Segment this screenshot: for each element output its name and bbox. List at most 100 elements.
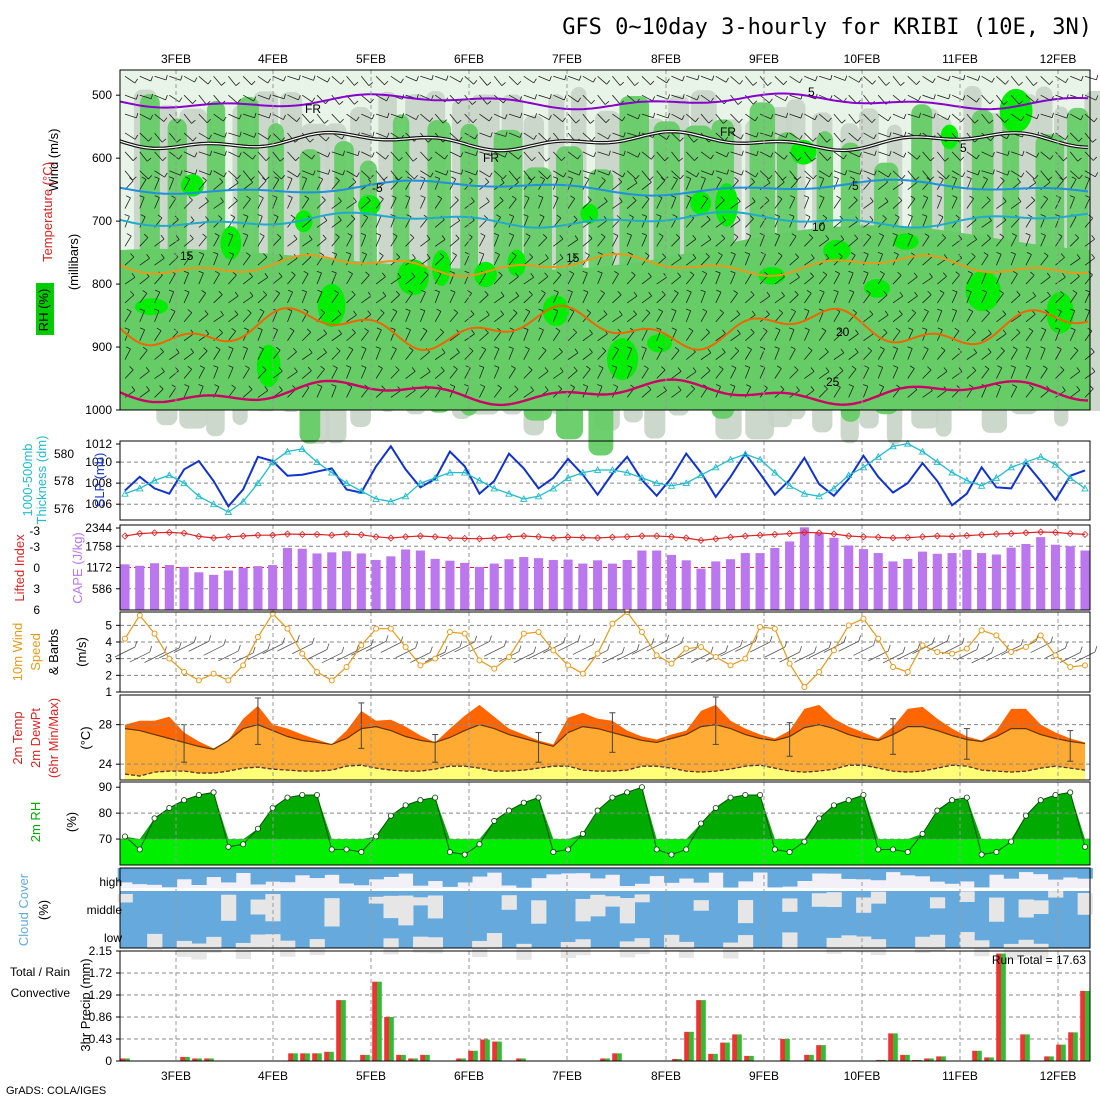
wind-barb: [671, 310, 677, 323]
wind-speed-marker: [875, 635, 882, 642]
wind-barb: [1012, 271, 1018, 275]
wind-barb: [674, 346, 680, 351]
wind-barb: [420, 195, 426, 198]
wind-speed-marker: [683, 645, 690, 652]
rh-field-green: [1067, 107, 1089, 331]
wind-barb: [434, 352, 446, 360]
wind-barb: [441, 235, 446, 240]
wind-barb: [745, 113, 756, 122]
wind-barb: [759, 94, 770, 104]
wind-barb: [331, 350, 341, 360]
wind-barb: [573, 215, 578, 220]
wind-barb: [717, 252, 723, 256]
wind-barb: [730, 333, 741, 342]
wind-barb: [1025, 295, 1036, 304]
wind-barb: [804, 132, 814, 142]
wind-barb: [523, 348, 530, 360]
wind-barb: [745, 170, 756, 178]
rh-field-green: [167, 118, 187, 363]
wind-barb: [390, 170, 399, 181]
wind-barb: [435, 75, 447, 81]
thickness-marker: [431, 473, 439, 481]
wind-barb: [202, 177, 207, 181]
wind-barb: [168, 289, 174, 293]
wind-barb: [777, 252, 783, 257]
wind-barb: [420, 176, 426, 179]
wind-barb: [1056, 346, 1062, 350]
convective-bar: [672, 1058, 677, 1061]
wind-barb: [627, 365, 633, 368]
wind-barb: [511, 252, 517, 256]
wind-barb: [1025, 367, 1032, 379]
wind-barb: [700, 219, 711, 228]
wind-barb: [774, 312, 784, 323]
rh-field-green: [816, 131, 834, 383]
wind-barb: [139, 327, 145, 331]
cape-bar: [297, 548, 307, 610]
wind-barb: [996, 367, 1003, 379]
wind-barb: [346, 251, 352, 255]
wind-barb: [198, 350, 208, 360]
wind-barb: [982, 289, 988, 293]
wind-barb: [370, 639, 374, 646]
y-tick-label: 70: [99, 832, 113, 846]
wind-barb: [1091, 235, 1095, 240]
wind-barb: [1041, 327, 1047, 331]
wind-barb: [243, 233, 248, 236]
wind-barb: [395, 366, 400, 371]
legend-convective: Convective: [11, 986, 71, 1000]
wind-barb: [201, 290, 206, 294]
wind-barb: [183, 272, 189, 285]
thickness-marker: [180, 479, 188, 487]
wind-barb: [356, 172, 360, 178]
wind-barb: [1010, 314, 1022, 323]
wind-barb: [759, 346, 765, 349]
wind-barb: [375, 329, 382, 341]
rh-marker: [1067, 789, 1074, 796]
wind-barb: [892, 275, 902, 285]
wind-barb: [494, 251, 500, 255]
wind-barb: [361, 346, 367, 349]
wind-barb: [823, 385, 828, 390]
wind-barb: [730, 236, 739, 247]
wind-barb: [986, 196, 991, 201]
wind-barb: [996, 219, 1007, 228]
wind-barb: [326, 643, 330, 650]
thickness-marker: [1007, 463, 1015, 471]
wind-barb: [346, 218, 356, 228]
wind-barb: [867, 347, 872, 352]
wind-barb: [587, 196, 592, 201]
wind-barb: [258, 346, 264, 350]
wind-barb: [530, 273, 534, 278]
lifted-index-marker: [298, 530, 306, 538]
wind-barb: [198, 272, 204, 285]
wind-barb: [249, 272, 253, 277]
wind-barb: [321, 196, 326, 201]
wind-barb: [242, 151, 253, 160]
wind-barb: [790, 346, 796, 350]
wind-barb: [893, 365, 899, 368]
wind-barb: [148, 175, 153, 180]
wind-barb: [892, 330, 901, 341]
wind-barb: [1066, 113, 1069, 119]
wind-barb: [929, 273, 933, 278]
wind-barb: [730, 201, 741, 209]
convective-bar: [192, 1058, 197, 1061]
wind-barb: [1006, 134, 1010, 139]
wind-barb: [700, 291, 706, 304]
wind-barb: [682, 93, 685, 99]
wind-barb: [740, 639, 743, 647]
wind-barb: [651, 155, 655, 160]
y-tick-label: 1: [105, 685, 112, 699]
wind-barb: [939, 290, 945, 294]
wind-barb: [252, 646, 256, 654]
wind-speed-marker: [801, 684, 808, 690]
wind-barb: [453, 309, 458, 314]
total-rain-bar: [485, 1039, 490, 1061]
wind-barb: [291, 271, 296, 276]
cloud-mid-gap: [501, 895, 517, 910]
wind-barb: [774, 346, 780, 349]
wind-barb: [272, 293, 281, 304]
wind-barb: [348, 270, 353, 275]
wind-barb: [892, 346, 898, 349]
